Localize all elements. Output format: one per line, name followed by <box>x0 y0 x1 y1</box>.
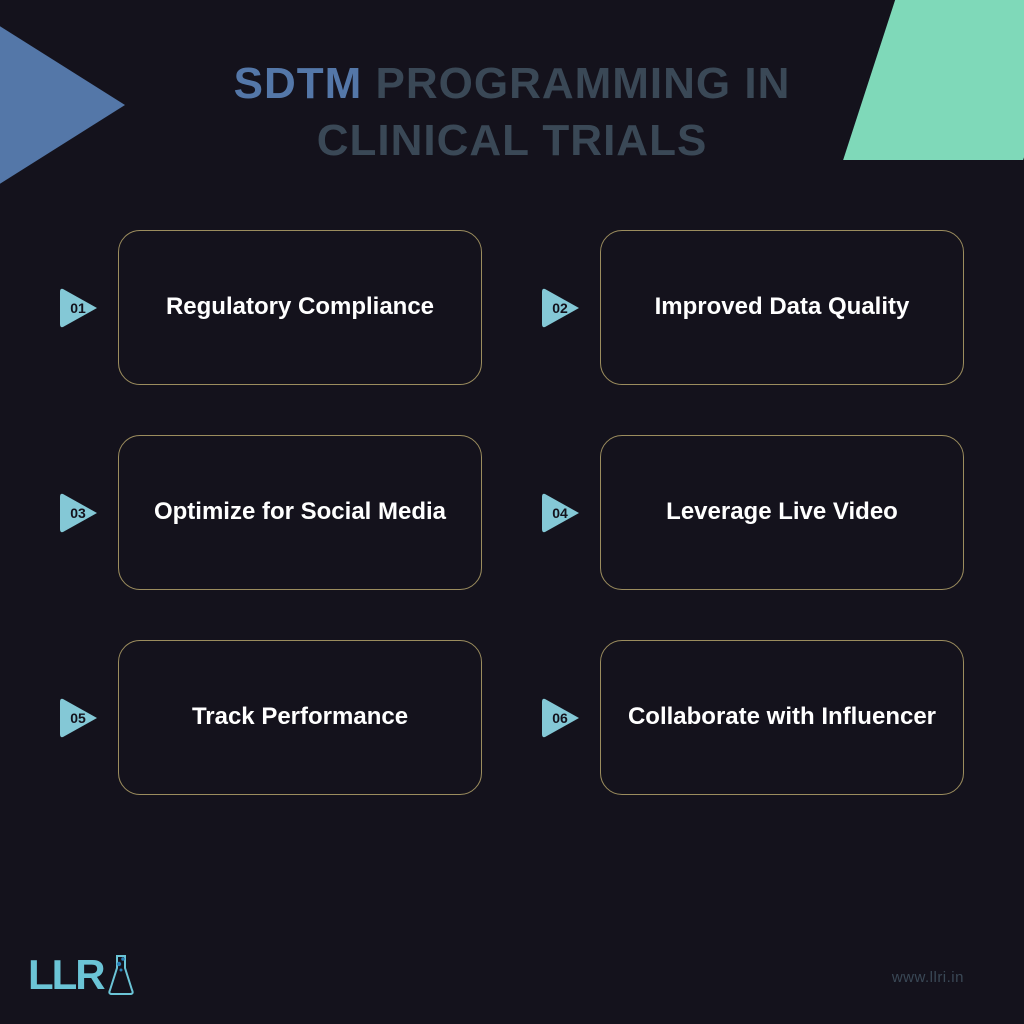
logo: LLR <box>28 954 136 996</box>
number-badge: 01 <box>60 285 100 331</box>
number-badge: 04 <box>542 490 582 536</box>
item-label: Track Performance <box>192 701 408 733</box>
number-badge: 02 <box>542 285 582 331</box>
list-item: 02 Improved Data Quality <box>542 230 964 385</box>
title-word: IN <box>744 59 790 108</box>
title-word: PROGRAMMING <box>376 59 732 108</box>
badge-number: 04 <box>552 505 568 521</box>
item-label: Improved Data Quality <box>655 291 910 323</box>
item-box: Regulatory Compliance <box>118 230 482 385</box>
logo-text: LLR <box>28 954 104 996</box>
badge-number: 05 <box>70 710 86 726</box>
number-badge: 05 <box>60 695 100 741</box>
number-badge: 06 <box>542 695 582 741</box>
badge-number: 02 <box>552 300 568 316</box>
badge-number: 01 <box>70 300 86 316</box>
title-accent-word: SDTM <box>234 59 363 108</box>
badge-number: 06 <box>552 710 568 726</box>
list-item: 03 Optimize for Social Media <box>60 435 482 590</box>
badge-number: 03 <box>70 505 86 521</box>
item-label: Regulatory Compliance <box>166 291 434 323</box>
item-label: Collaborate with Influencer <box>628 701 936 733</box>
corner-decoration-left <box>0 20 125 190</box>
flask-icon <box>106 954 136 996</box>
item-box: Optimize for Social Media <box>118 435 482 590</box>
item-box: Track Performance <box>118 640 482 795</box>
items-grid: 01 Regulatory Compliance 02 Improved Dat… <box>60 230 964 795</box>
item-box: Leverage Live Video <box>600 435 964 590</box>
item-label: Optimize for Social Media <box>154 496 446 528</box>
list-item: 01 Regulatory Compliance <box>60 230 482 385</box>
list-item: 05 Track Performance <box>60 640 482 795</box>
list-item: 06 Collaborate with Influencer <box>542 640 964 795</box>
item-box: Improved Data Quality <box>600 230 964 385</box>
title-line2: CLINICAL TRIALS <box>317 116 708 165</box>
list-item: 04 Leverage Live Video <box>542 435 964 590</box>
item-box: Collaborate with Influencer <box>600 640 964 795</box>
item-label: Leverage Live Video <box>666 496 898 528</box>
number-badge: 03 <box>60 490 100 536</box>
website-url: www.llri.in <box>892 969 964 986</box>
